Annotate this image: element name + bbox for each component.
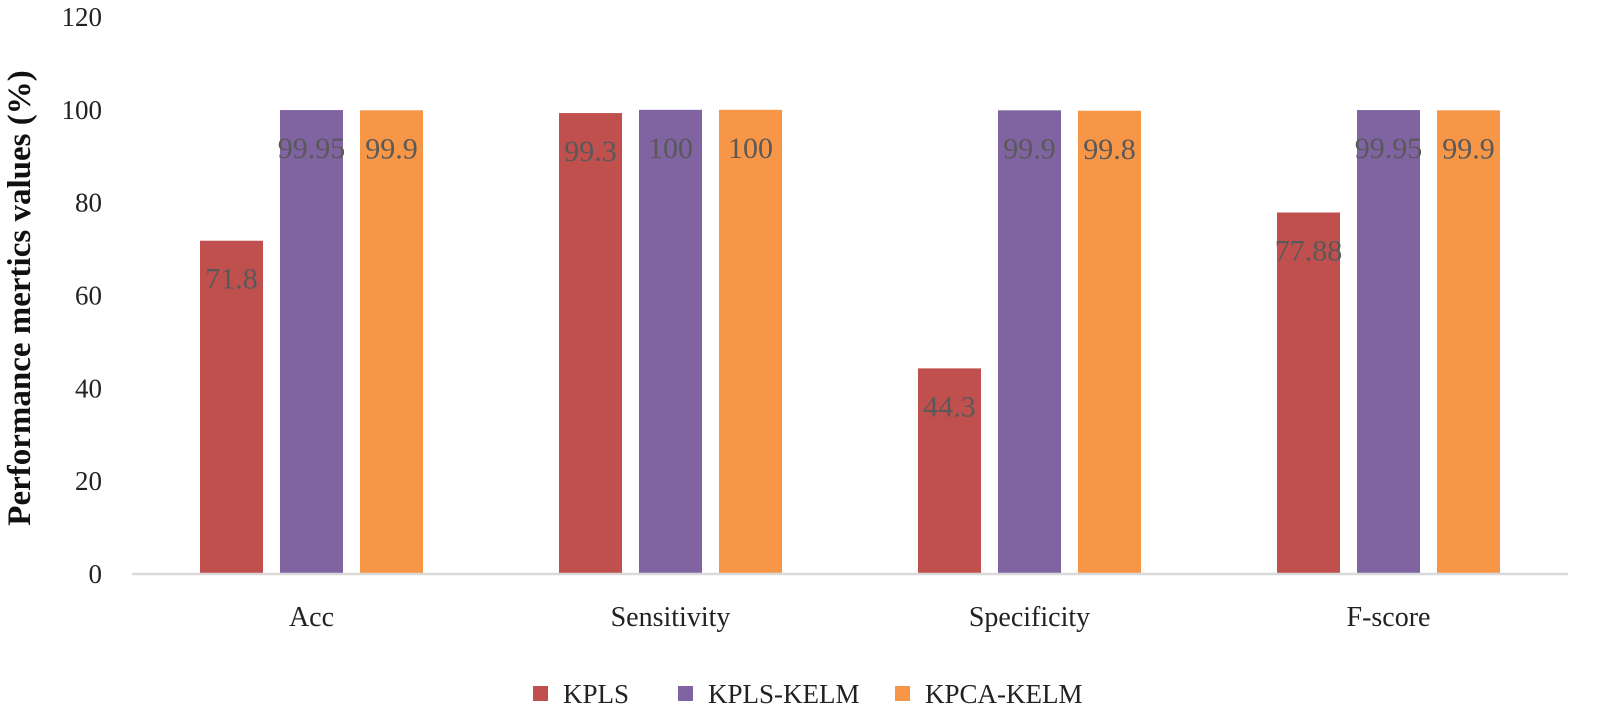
y-tick-label: 100 — [62, 95, 103, 125]
y-axis-ticks: 0 20 40 60 80 100 120 — [62, 2, 103, 589]
data-label: 77.88 — [1275, 235, 1343, 268]
x-category-label: Specificity — [969, 602, 1090, 633]
y-axis-title: Performance mertics values (%) — [2, 70, 38, 525]
legend-swatch — [533, 686, 548, 701]
legend-swatch — [678, 686, 693, 701]
bar — [200, 240, 263, 574]
bar — [639, 109, 702, 574]
y-tick-label: 80 — [75, 188, 102, 218]
bar — [719, 109, 782, 574]
data-label: 99.95 — [278, 132, 346, 165]
y-tick-label: 40 — [75, 373, 102, 403]
category-labels: Acc Sensitivity Specificity F-score — [289, 602, 1431, 633]
data-label: 99.9 — [365, 132, 418, 165]
data-label: 100 — [648, 132, 693, 165]
legend-swatch — [895, 686, 910, 701]
bar — [1357, 110, 1420, 574]
y-tick-label: 120 — [62, 2, 103, 32]
data-label: 99.8 — [1083, 133, 1136, 166]
data-labels-group: 71.8 99.95 99.9 99.3 100 100 44.3 99.9 99.8 77.88… — [205, 132, 1495, 424]
legend-label: KPLS-KELM — [708, 679, 860, 709]
x-category-label: Sensitivity — [611, 602, 731, 633]
data-label: 71.8 — [205, 263, 258, 296]
y-tick-label: 0 — [89, 559, 103, 589]
bar — [280, 110, 343, 574]
x-category-label: F-score — [1347, 602, 1431, 633]
bars-group — [200, 109, 1500, 575]
bar — [1277, 212, 1340, 574]
legend-label: KPCA-KELM — [925, 679, 1083, 709]
data-label: 100 — [728, 132, 773, 165]
y-tick-label: 20 — [75, 466, 102, 496]
data-label: 99.9 — [1442, 132, 1495, 165]
data-label: 44.3 — [923, 390, 976, 423]
bar — [918, 368, 981, 574]
bar — [360, 110, 423, 575]
legend-label: KPLS — [563, 679, 629, 709]
x-category-label: Acc — [289, 602, 334, 633]
bar — [998, 110, 1061, 575]
data-label: 99.9 — [1003, 132, 1056, 165]
data-label: 99.3 — [564, 135, 617, 168]
data-label: 99.95 — [1355, 132, 1423, 165]
bar — [1437, 110, 1500, 575]
y-tick-label: 60 — [75, 281, 102, 311]
legend: KPLS KPLS-KELM KPCA-KELM — [533, 679, 1083, 709]
bar — [1078, 110, 1141, 575]
bar — [559, 113, 622, 575]
